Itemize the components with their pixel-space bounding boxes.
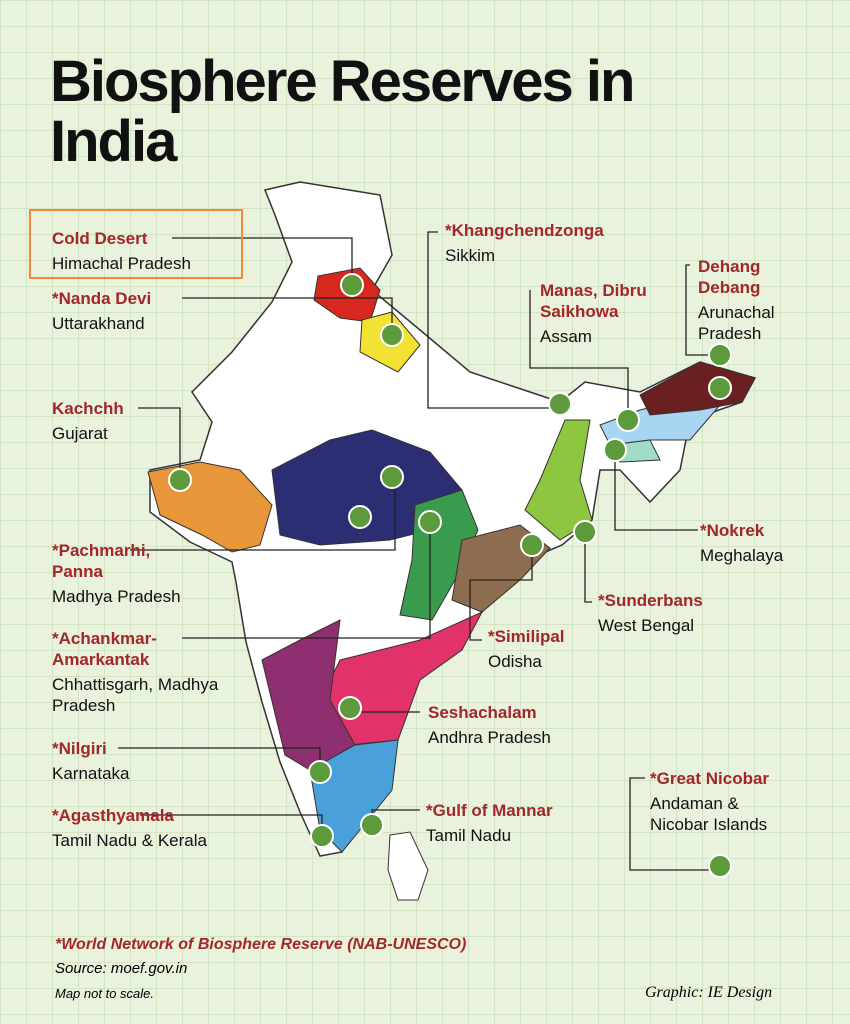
scale-note: Map not to scale. (55, 986, 154, 1001)
reserve-state: Andhra Pradesh (428, 728, 551, 747)
reserve-state: Sikkim (445, 246, 496, 265)
reserve-label: Manas, Dibru Saikhowa Assam (540, 280, 680, 347)
reserve-label: *Nanda Devi Uttarakhand (52, 288, 252, 334)
reserve-name: Dehang Debang (698, 257, 761, 297)
reserve-state: West Bengal (598, 616, 695, 635)
reserve-label: *Similipal Odisha (488, 626, 608, 672)
footnote: *World Network of Biosphere Reserve (NAB… (55, 936, 467, 953)
region-arunachal (639, 361, 756, 416)
reserve-name: *Similipal (488, 627, 565, 646)
reserve-label: *Nilgiri Karnataka (52, 738, 252, 784)
reserve-label: Seshachalam Andhra Pradesh (428, 702, 628, 748)
reserve-state: Tamil Nadu & Kerala (52, 831, 207, 850)
reserve-label: *Sunderbans West Bengal (598, 590, 798, 636)
credit: Graphic: IE Design (645, 984, 773, 1001)
source: Source: moef.gov.in (55, 960, 188, 977)
reserve-state: Chhattisgarh, Madhya Pradesh (52, 675, 219, 715)
reserve-name: Cold Desert (52, 229, 148, 248)
reserve-label: *Gulf of Mannar Tamil Nadu (426, 800, 626, 846)
reserve-state: Arunachal Pradesh (698, 303, 775, 343)
reserve-name: *Khangchendzonga (445, 221, 604, 240)
reserve-name: *Great Nicobar (650, 769, 770, 788)
reserve-state: Assam (540, 327, 592, 346)
reserve-label: *Achankmar-Amarkantak Chhattisgarh, Madhy… (52, 628, 242, 716)
reserve-label: Kachchh Gujarat (52, 398, 252, 444)
reserve-name: Kachchh (52, 399, 124, 418)
reserve-name: *Sunderbans (598, 591, 703, 610)
reserve-label: *Great Nicobar Andaman & Nicobar Islands (650, 768, 800, 835)
reserve-state: Odisha (488, 652, 542, 671)
reserve-label: *Khangchendzonga Sikkim (445, 220, 645, 266)
reserve-state: Karnataka (52, 764, 130, 783)
reserve-state: Uttarakhand (52, 314, 145, 333)
reserve-name: *Nokrek (700, 521, 765, 540)
reserve-label: *Pachmarhi, Panna Madhya Pradesh (52, 540, 192, 607)
leader-lines (118, 231, 720, 871)
reserve-label: *Agasthyamala Tamil Nadu & Kerala (52, 805, 272, 851)
reserve-label: *Nokrek Meghalaya (700, 520, 840, 566)
reserve-name: *Nanda Devi (52, 289, 152, 308)
region-karnataka (261, 619, 356, 771)
highlight-box (29, 209, 243, 279)
reserve-name: *Agasthyamala (52, 806, 174, 825)
reserve-state: Andaman & Nicobar Islands (650, 794, 768, 834)
sri-lanka (387, 831, 429, 901)
reserve-name: Manas, Dibru Saikhowa (540, 281, 647, 321)
reserve-name: *Nilgiri (52, 739, 107, 758)
reserve-name: *Gulf of Mannar (426, 801, 553, 820)
reserve-label: Dehang Debang Arunachal Pradesh (698, 256, 808, 344)
reserve-state: Himachal Pradesh (52, 254, 191, 273)
reserve-state: Gujarat (52, 424, 108, 443)
reserve-name: *Pachmarhi, Panna (52, 541, 151, 581)
reserve-name: Seshachalam (428, 703, 537, 722)
reserve-state: Madhya Pradesh (52, 587, 181, 606)
reserve-name: *Achankmar-Amarkantak (52, 629, 157, 669)
title: Biosphere Reserves in India (50, 49, 635, 174)
reserve-state: Tamil Nadu (426, 826, 512, 845)
reserve-state: Meghalaya (700, 546, 784, 565)
tree-icons (168, 273, 732, 878)
reserve-label: Cold Desert Himachal Pradesh (52, 228, 242, 274)
